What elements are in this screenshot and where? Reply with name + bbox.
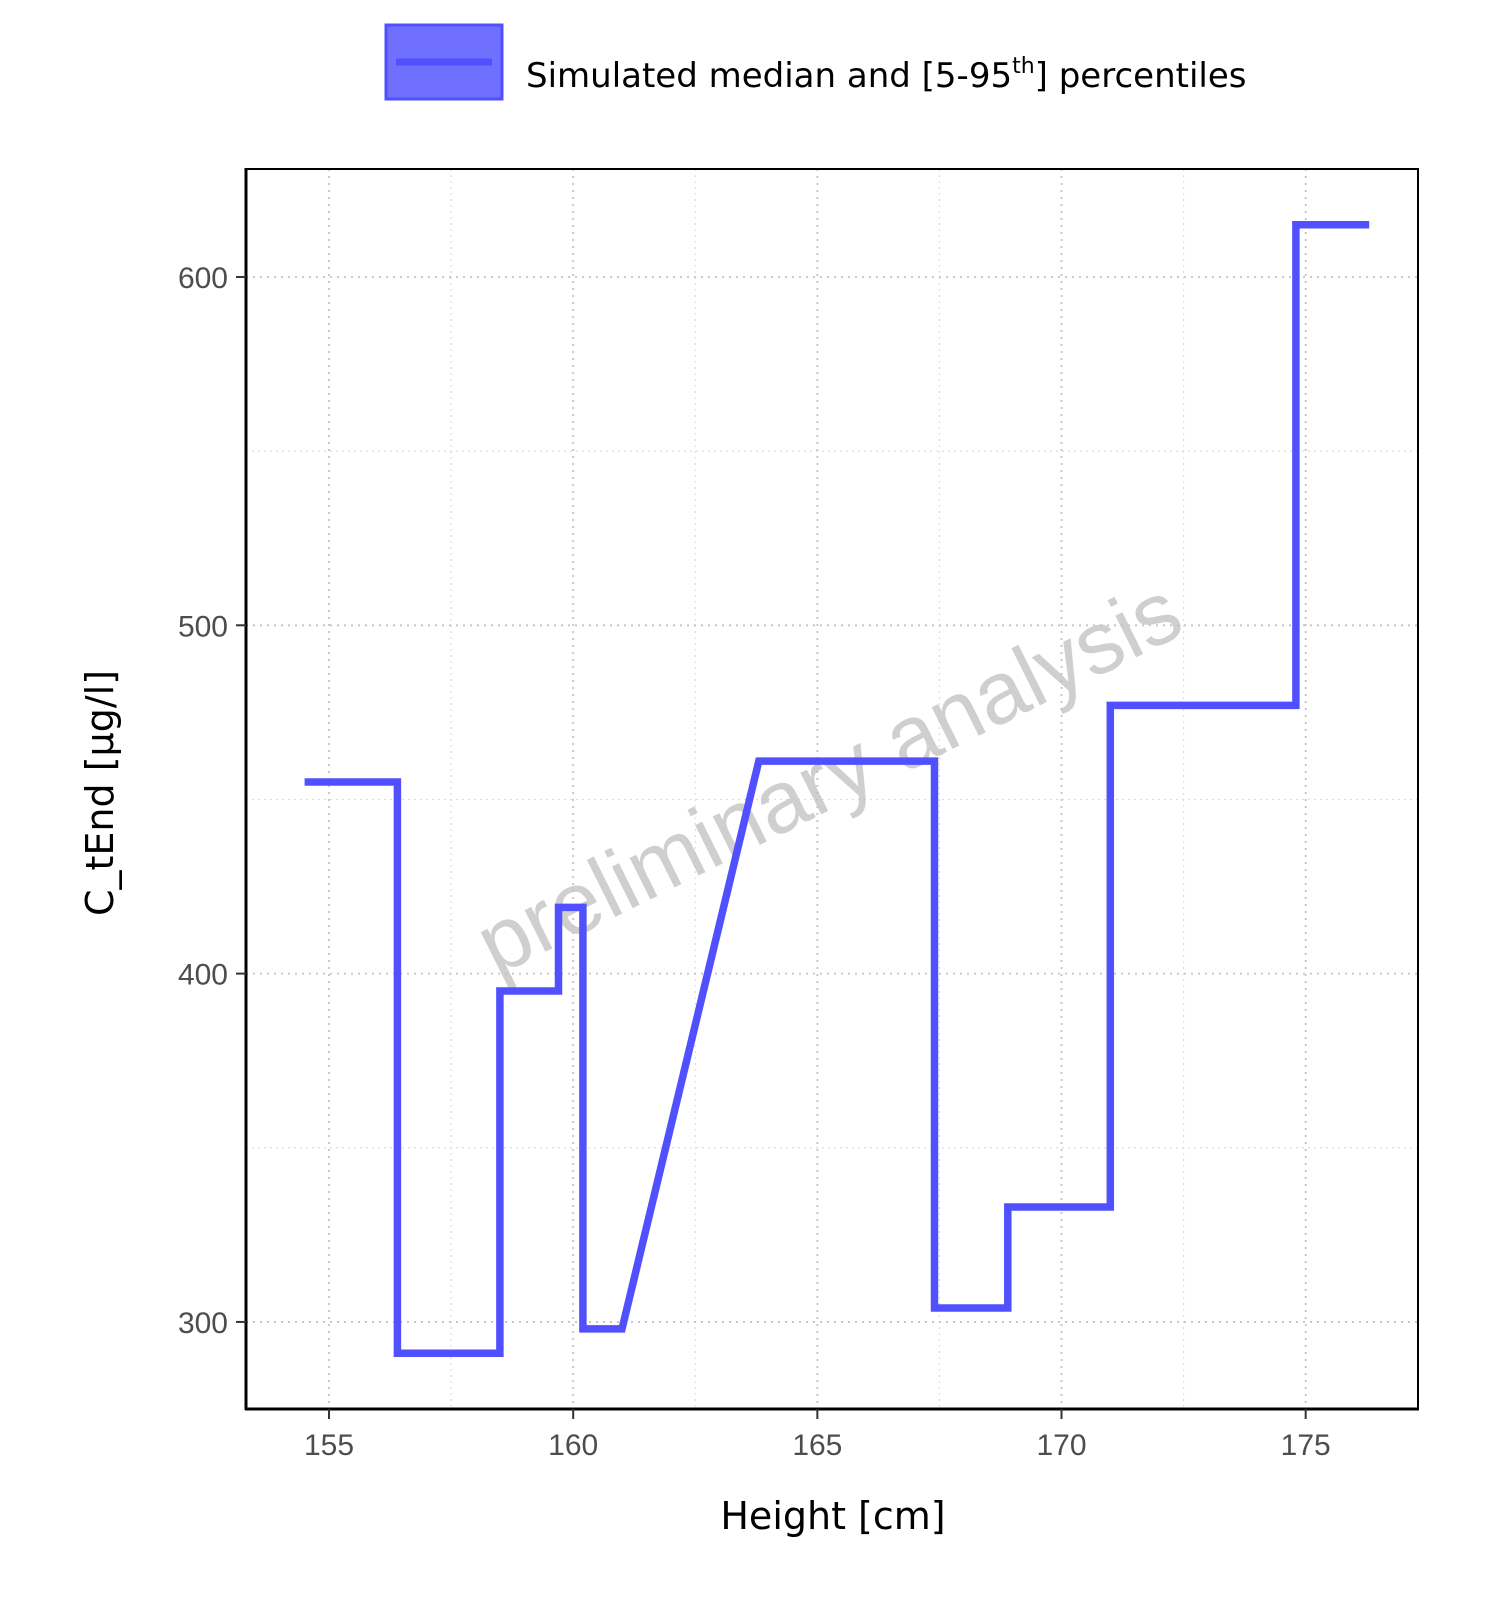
y-axis: 300 400 500 600 [178,262,246,1340]
y-tick-label: 400 [178,959,228,992]
y-tick-label: 600 [178,262,228,295]
x-tick-label: 165 [792,1429,842,1462]
legend-label: Simulated median and [5-95th] percentile… [526,54,1246,96]
legend: Simulated median and [5-95th] percentile… [384,23,1246,101]
axes [244,168,1419,1411]
grid [246,169,1418,1409]
legend-label-superscript: th [1012,54,1035,79]
x-tick-label: 160 [548,1429,598,1462]
x-tick-label: 155 [304,1429,354,1462]
series-layer [304,220,1370,1358]
y-tick-label: 300 [178,1307,228,1340]
x-axis: 155 160 165 170 175 [304,1409,1331,1462]
x-tick-label: 175 [1281,1429,1331,1462]
x-axis-title: Height [cm] [720,1494,945,1538]
x-tick-label: 170 [1036,1429,1086,1462]
y-axis-title: C_tEnd [µg/l] [78,670,122,916]
y-tick-label: 500 [178,610,228,643]
median-line [304,220,1370,1358]
